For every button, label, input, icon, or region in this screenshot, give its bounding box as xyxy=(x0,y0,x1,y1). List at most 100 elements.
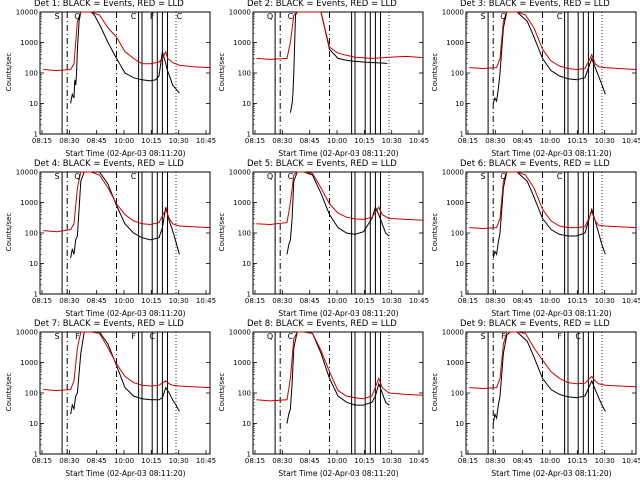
x-axis-label: Start Time (02-Apr-03 08:11:20) xyxy=(65,149,186,158)
panel-plot: 1 10 100 1000 10000 08:15 08:30 08:45 10:00 10:15… xyxy=(442,169,640,306)
lld-series-line xyxy=(43,171,211,233)
detector-panel-4: Det 4: BLACK = Events, RED = LLD 1 10 100 10… xyxy=(0,159,216,320)
x-tick-label: 10:15 xyxy=(354,457,374,465)
x-tick-label: 08:45 xyxy=(87,137,107,145)
panel-plot: 1 10 100 1000 10000 08:15 08:30 08:45 10:00 10:15… xyxy=(16,329,216,466)
y-tick-label: 1000 xyxy=(20,359,38,367)
flag-label: Q xyxy=(267,172,273,181)
y-tick-label: 1 xyxy=(34,451,38,459)
axes-frame xyxy=(39,331,211,455)
x-tick-label: 08:30 xyxy=(59,457,79,465)
panel-plot: 1 10 100 1000 10000 08:15 08:30 08:45 10:00 10:15… xyxy=(229,329,429,466)
x-axis-label: Start Time (02-Apr-03 08:11:20) xyxy=(491,469,612,478)
events-series-line xyxy=(286,331,390,424)
x-tick-label: 08:15 xyxy=(458,297,478,305)
x-tick-label: 10:00 xyxy=(540,457,560,465)
flag-label: C xyxy=(131,172,137,181)
x-tick-label: 10:45 xyxy=(409,297,429,305)
y-tick-label: 10 xyxy=(242,100,251,108)
y-tick-label: 1 xyxy=(247,131,251,139)
flag-label: C xyxy=(288,172,294,181)
x-tick-label: 10:45 xyxy=(196,297,216,305)
lld-series-line xyxy=(469,171,637,230)
x-tick-label: 10:15 xyxy=(567,137,587,145)
y-tick-label: 10000 xyxy=(442,9,464,17)
lld-series-line xyxy=(43,331,211,392)
x-tick-label: 10:30 xyxy=(595,137,615,145)
x-tick-label: 10:15 xyxy=(354,137,374,145)
flag-label: F xyxy=(75,332,80,341)
y-tick-label: 1000 xyxy=(20,199,38,207)
flag-label: Q xyxy=(500,172,506,181)
events-series-line xyxy=(70,331,180,415)
axes-frame xyxy=(465,171,637,295)
y-tick-label: 100 xyxy=(25,390,38,398)
x-tick-label: 10:30 xyxy=(595,457,615,465)
y-axis-label: Counts/sec xyxy=(431,212,439,252)
flag-label: F xyxy=(501,332,506,341)
x-tick-label: 08:30 xyxy=(272,137,292,145)
y-tick-label: 1000 xyxy=(20,39,38,47)
y-tick-label: 100 xyxy=(238,390,251,398)
lld-series-line xyxy=(256,331,424,402)
flag-label: S xyxy=(54,332,59,341)
x-tick-label: 10:45 xyxy=(622,297,640,305)
y-tick-label: 1 xyxy=(247,291,251,299)
x-tick-label: 10:15 xyxy=(567,297,587,305)
detector-panel-1: Det 1: BLACK = Events, RED = LLD 1 10 100 10… xyxy=(0,0,216,160)
y-tick-label: 10000 xyxy=(16,329,38,337)
axes-frame xyxy=(465,331,637,455)
detector-panel-6: Det 6: BLACK = Events, RED = LLD 1 10 100 10… xyxy=(426,159,640,320)
y-tick-label: 10 xyxy=(242,260,251,268)
panel-plot: 1 10 100 1000 10000 08:15 08:30 08:45 10:00 10:15… xyxy=(442,9,640,146)
x-tick-label: 10:45 xyxy=(196,457,216,465)
y-tick-label: 100 xyxy=(238,70,251,78)
events-series-line xyxy=(70,11,180,104)
y-tick-label: 1000 xyxy=(233,199,251,207)
axes-frame xyxy=(252,331,424,455)
flag-label: C xyxy=(575,332,581,341)
detector-panel-9: Det 9: BLACK = Events, RED = LLD 1 10 100 10… xyxy=(426,319,640,480)
x-tick-label: 10:15 xyxy=(567,457,587,465)
x-tick-label: 10:30 xyxy=(382,457,402,465)
x-tick-label: 08:45 xyxy=(513,457,533,465)
y-tick-label: 10 xyxy=(455,260,464,268)
x-axis-label: Start Time (02-Apr-03 08:11:20) xyxy=(491,149,612,158)
y-axis-label: Counts/sec xyxy=(5,52,13,92)
axes-frame xyxy=(465,11,637,135)
events-series-line xyxy=(286,171,390,255)
y-tick-label: 1000 xyxy=(446,359,464,367)
panel-plot: 1 10 100 1000 10000 08:15 08:30 08:45 10:00 10:15… xyxy=(16,9,216,146)
panel-title: Det 8: BLACK = Events, RED = LLD xyxy=(247,319,397,329)
x-tick-label: 08:30 xyxy=(485,457,505,465)
y-axis-label: Counts/sec xyxy=(431,372,439,412)
lld-series-line xyxy=(469,11,637,71)
panel-title: Det 6: BLACK = Events, RED = LLD xyxy=(460,159,610,169)
events-series-line xyxy=(289,11,388,113)
x-axis-label: Start Time (02-Apr-03 08:11:20) xyxy=(65,309,186,318)
x-tick-label: 10:45 xyxy=(196,137,216,145)
detector-panel-8: Det 8: BLACK = Events, RED = LLD 1 10 100 10… xyxy=(213,319,429,480)
flag-label: S xyxy=(54,12,59,21)
y-tick-label: 100 xyxy=(451,390,464,398)
flag-label: S xyxy=(480,332,485,341)
x-tick-label: 10:00 xyxy=(114,297,134,305)
flag-label: C xyxy=(557,172,563,181)
x-axis-label: Start Time (02-Apr-03 08:11:20) xyxy=(278,309,399,318)
flag-label: S xyxy=(480,172,485,181)
flag-label: Q xyxy=(267,12,273,21)
x-tick-label: 08:45 xyxy=(300,297,320,305)
detector-panel-7: Det 7: BLACK = Events, RED = LLD 1 10 100 10… xyxy=(0,319,216,480)
y-tick-label: 1 xyxy=(34,131,38,139)
y-tick-label: 1 xyxy=(460,451,464,459)
x-tick-label: 10:45 xyxy=(409,137,429,145)
lld-series-line xyxy=(256,11,424,60)
x-tick-label: 10:30 xyxy=(595,297,615,305)
flag-label: S xyxy=(54,172,59,181)
y-tick-label: 1000 xyxy=(446,199,464,207)
x-tick-label: 08:30 xyxy=(272,297,292,305)
panel-title: Det 1: BLACK = Events, RED = LLD xyxy=(34,0,184,9)
lld-series-line xyxy=(256,171,424,226)
x-tick-label: 08:15 xyxy=(458,137,478,145)
x-tick-label: 10:15 xyxy=(141,457,161,465)
